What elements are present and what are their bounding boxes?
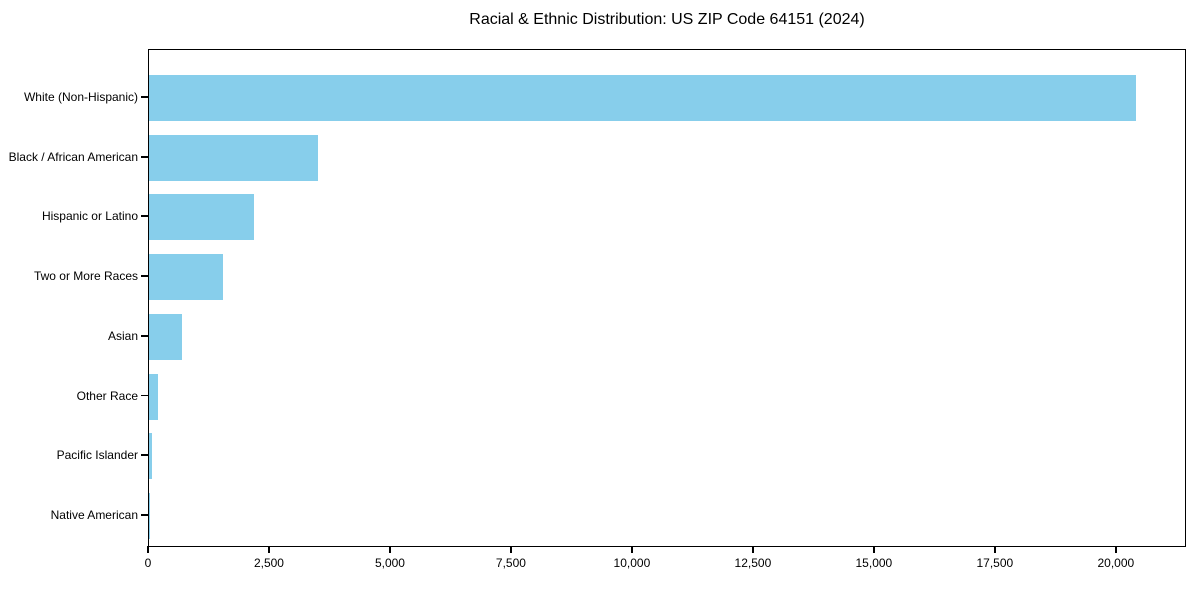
x-tick-mark [1114,546,1117,553]
y-tick-mark [141,513,148,516]
x-tick-mark [751,546,754,553]
x-tick-label: 15,000 [855,556,893,570]
plot-area [148,49,1186,547]
x-tick-label: 0 [144,556,152,570]
y-tick-label: Black / African American [8,149,138,164]
x-tick-mark [993,546,996,553]
y-tick-label: Other Race [76,388,138,403]
y-tick-label: Native American [50,507,138,522]
x-tick-label: 12,500 [734,556,772,570]
chart-title: Racial & Ethnic Distribution: US ZIP Cod… [469,11,865,28]
x-tick-mark [268,546,270,553]
bar-asian [149,313,182,360]
bar-two-or-more-races [149,254,223,301]
y-tick-label: White (Non-Hispanic) [23,90,138,104]
bar-other-race [149,373,159,420]
x-tick-label: 5,000 [374,556,405,570]
y-tick-mark [141,275,148,277]
y-tick-label: Hispanic or Latino [41,209,138,224]
x-tick-mark [510,546,512,553]
x-tick-mark [631,546,633,553]
bar-black-african-american [149,134,319,181]
y-tick-label: Pacific Islander [56,448,138,463]
x-tick-label: 20,000 [1097,556,1135,570]
y-tick-label: Asian [107,328,138,343]
x-tick-label: 7,500 [495,556,526,570]
y-tick-mark [141,155,148,158]
y-tick-mark [141,96,148,98]
y-tick-mark [141,454,148,457]
x-tick-mark [872,546,875,553]
bar-white-non-hispanic [149,75,1137,121]
x-tick-mark [147,546,149,553]
y-tick-mark [141,215,148,218]
x-tick-mark [389,546,391,553]
y-tick-mark [141,334,148,337]
x-tick-label: 17,500 [976,556,1014,570]
bar-hispanic-or-latino [149,194,255,241]
y-tick-mark [141,394,148,397]
bar-native-american [149,492,150,539]
x-tick-label: 2,500 [253,556,284,570]
x-tick-label: 10,000 [613,556,651,570]
y-tick-label: Two or More Races [33,269,138,284]
bar-pacific-islander [149,433,153,480]
